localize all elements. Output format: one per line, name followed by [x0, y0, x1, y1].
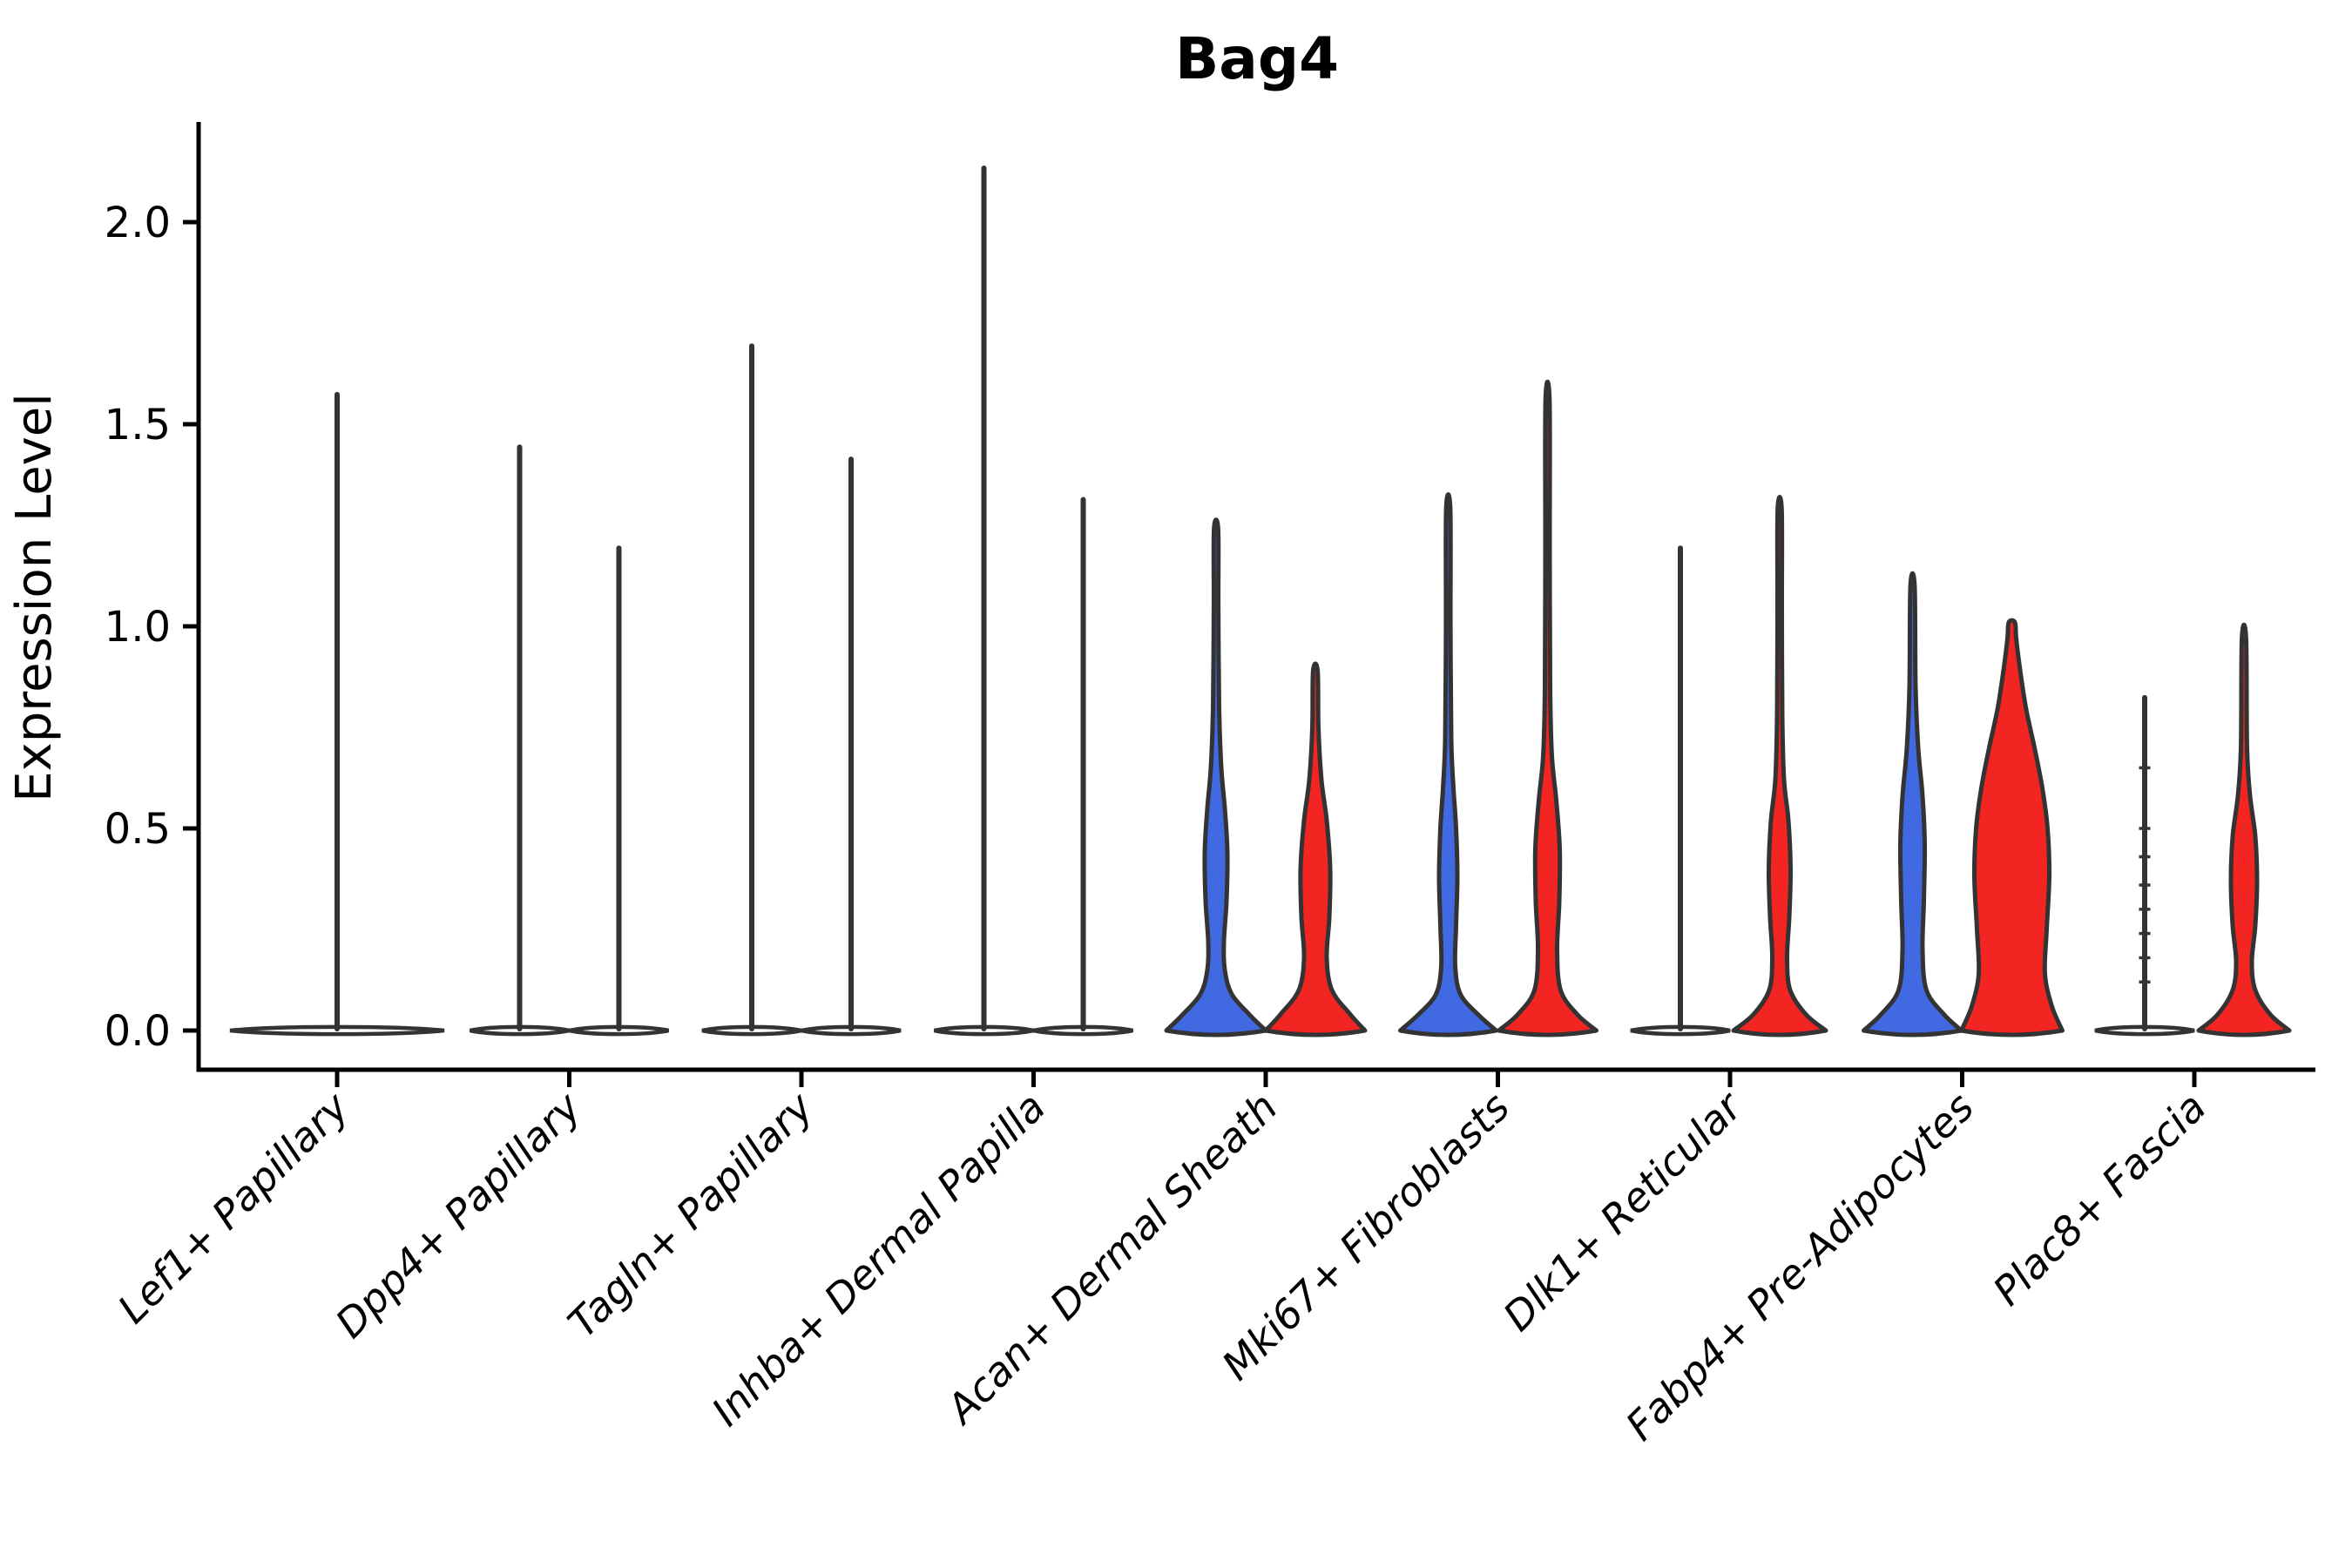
violin-acan-dermal-sheath-right [1263, 661, 1368, 1037]
violin-plac8-fascia-right [2196, 622, 2292, 1037]
violin-mki67-fibroblasts-right [1497, 379, 1598, 1037]
x-tick-label-tagln-papillary: Tagln+ Papillary [558, 1083, 822, 1347]
violin-fabp4-pre-adipocytes-left [1862, 571, 1963, 1037]
x-tick-label-lef1-papillary: Lef1+ Papillary [109, 1083, 358, 1332]
x-tick-label-dpp4-papillary: Dpp4+ Papillary [327, 1083, 591, 1347]
y-tick-label-0.0: 0.0 [105, 1007, 171, 1056]
y-axis-label: Expression Level [6, 393, 63, 802]
x-tick-label-plac8-fascia: Plac8+ Fascia [1984, 1084, 2214, 1315]
violin-mki67-fibroblasts-left [1398, 492, 1498, 1037]
y-tick-label-0.5: 0.5 [105, 805, 171, 854]
violin-acan-dermal-sheath-left [1164, 517, 1268, 1037]
y-tick-label-1.0: 1.0 [105, 603, 171, 652]
y-tick-label-2.0: 2.0 [105, 199, 171, 247]
violins [229, 166, 2292, 1037]
violin-fabp4-pre-adipocytes-right [1959, 618, 2065, 1037]
x-tick-label-dlk1-reticular: Dlk1+ Reticular [1494, 1081, 1753, 1340]
y-tick-label-1.5: 1.5 [105, 401, 171, 449]
chart-title: Bag4 [1175, 25, 1339, 92]
violin-dlk1-reticular-right [1731, 495, 1828, 1037]
y-ticks: 0.0 0.5 1.0 1.5 2.0 [105, 199, 199, 1056]
